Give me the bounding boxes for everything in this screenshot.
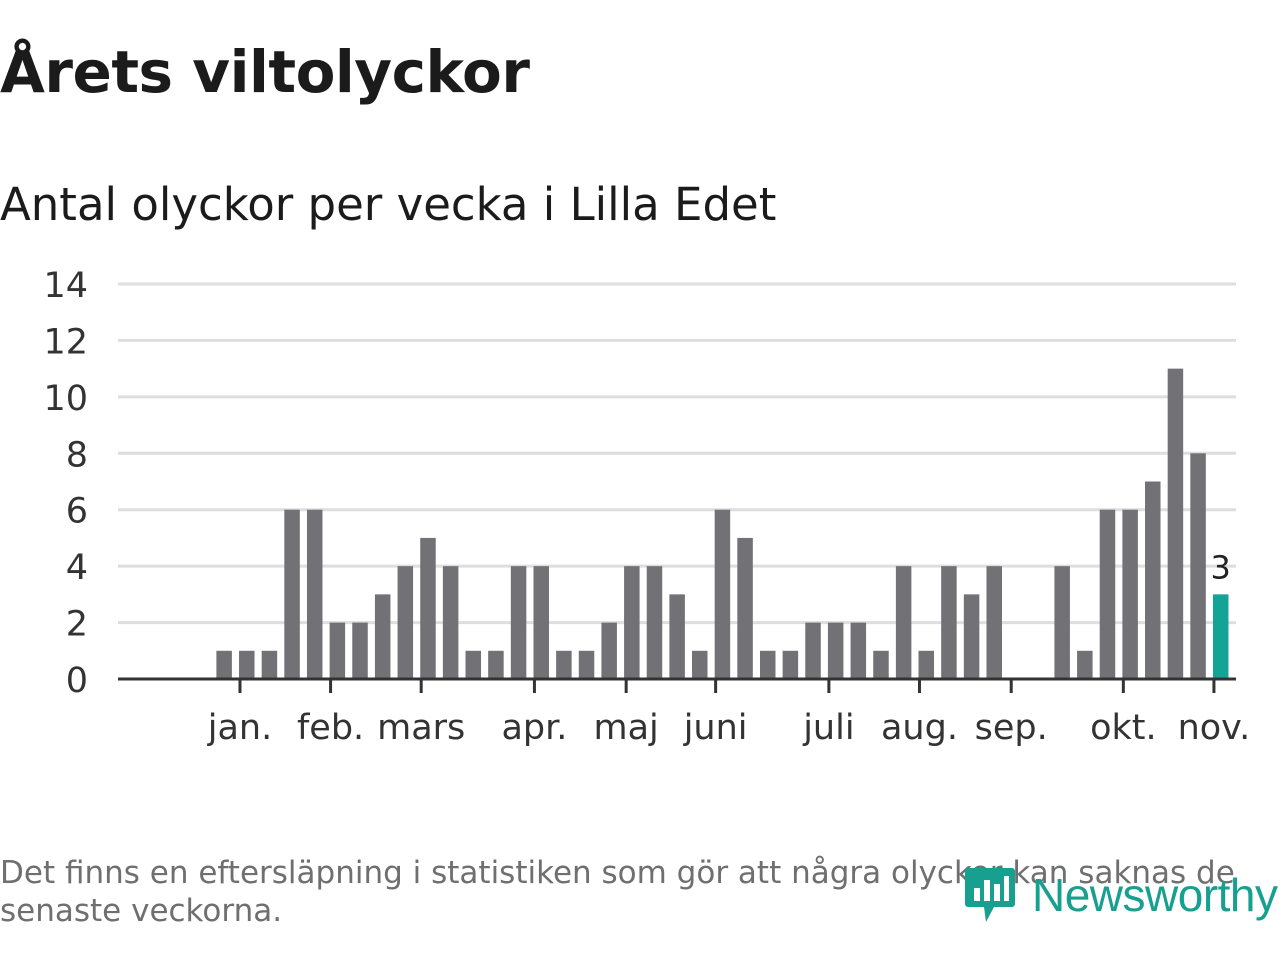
x-tick-label: okt.	[1090, 708, 1157, 748]
bar	[442, 566, 459, 679]
bar	[1054, 566, 1070, 679]
x-axis	[118, 677, 1236, 693]
y-tick-label: 6	[66, 492, 88, 532]
x-tick-label: apr.	[501, 708, 567, 748]
bar	[941, 566, 957, 679]
bar	[465, 650, 482, 679]
bar	[850, 622, 867, 679]
brand-logo: Newsworthy	[964, 862, 1278, 928]
bar	[1122, 509, 1138, 679]
bar	[510, 566, 527, 679]
x-tick-label: juli	[802, 708, 854, 748]
bar	[239, 650, 255, 679]
y-tick-label: 4	[66, 548, 88, 588]
bar	[556, 650, 572, 679]
bar	[963, 594, 980, 679]
bar	[805, 622, 821, 679]
bar	[986, 566, 1002, 679]
y-tick-label: 0	[66, 661, 88, 701]
bar-chart: 0 2 4 6 8 10 12 14 3 jan. feb. mars apr. maj juni jul…	[43, 266, 1251, 748]
footnote: Det finns en eftersläpning i statistiken…	[0, 855, 1235, 929]
bar	[306, 509, 323, 679]
bar	[714, 509, 731, 679]
bar	[646, 566, 663, 679]
bar	[420, 537, 436, 679]
gridlines	[118, 282, 1236, 625]
y-tick-label: 10	[43, 379, 88, 419]
x-tick-label: juni	[683, 708, 748, 748]
bar	[918, 650, 935, 679]
bar	[601, 622, 617, 679]
bar	[1099, 509, 1116, 679]
bar	[216, 650, 232, 679]
x-tick-label: nov.	[1178, 708, 1251, 748]
bar	[737, 537, 753, 679]
bar	[827, 622, 844, 679]
bar	[624, 566, 640, 679]
x-tick-label: mars	[377, 708, 465, 748]
x-tick-label: feb.	[297, 708, 364, 748]
bar	[397, 566, 414, 679]
bar	[759, 650, 776, 679]
y-axis-labels: 0 2 4 6 8 10 12 14	[43, 266, 88, 701]
bar	[1145, 481, 1161, 679]
bar	[329, 622, 346, 679]
newsworthy-logo-icon	[965, 868, 1015, 922]
y-tick-label: 14	[43, 266, 88, 306]
bar	[488, 650, 504, 679]
highlight-value-label: 3	[1211, 548, 1231, 586]
bar	[578, 650, 595, 679]
chart-subtitle: Antal olyckor per vecka i Lilla Edet	[0, 178, 777, 231]
y-tick-label: 2	[66, 605, 88, 645]
bar	[895, 566, 912, 679]
y-tick-label: 8	[66, 435, 88, 475]
chart-title: Årets viltolyckor	[0, 38, 530, 106]
bar	[533, 566, 549, 679]
y-tick-label: 12	[43, 322, 88, 362]
bar	[1167, 368, 1184, 679]
bar	[692, 650, 708, 679]
bar	[1077, 650, 1093, 679]
x-tick-label: jan.	[207, 708, 272, 748]
x-tick-label: maj	[594, 708, 659, 748]
bar	[261, 650, 278, 679]
x-tick-label: sep.	[975, 708, 1048, 748]
brand-name: Newsworthy	[1032, 869, 1278, 921]
bar	[352, 622, 368, 679]
bar	[782, 650, 799, 679]
bar	[284, 509, 300, 679]
highlight-bar	[1212, 594, 1229, 679]
bar	[669, 594, 685, 679]
x-axis-labels: jan. feb. mars apr. maj juni juli aug. sep. okt. n…	[207, 708, 1251, 748]
bar	[1190, 453, 1206, 679]
bar	[374, 594, 391, 679]
bar	[873, 650, 889, 679]
x-tick-label: aug.	[881, 708, 958, 748]
bars: 3	[216, 368, 1231, 679]
